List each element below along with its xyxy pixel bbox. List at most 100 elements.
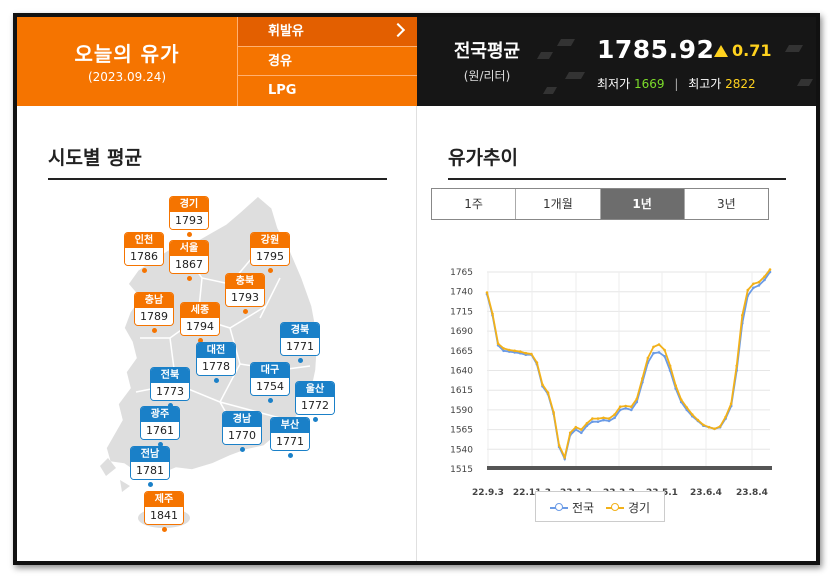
series-point (674, 384, 677, 387)
region-marker-dot (158, 442, 163, 447)
y-tick-label: 1665 (450, 347, 473, 357)
max-price-value: 2822 (725, 77, 756, 91)
region-tag[interactable]: 대구 1754 (250, 362, 290, 396)
series-point (724, 415, 727, 419)
y-tick-label: 1565 (450, 426, 473, 436)
series-point (663, 348, 666, 352)
series-line (486, 269, 771, 460)
series-point (718, 425, 722, 428)
region-tag[interactable]: 경기 1793 (169, 196, 209, 230)
region-marker-dot (148, 482, 153, 487)
fuel-tab-label: 경유 (268, 53, 292, 69)
region-marker-dot (187, 276, 192, 281)
series-point (596, 420, 600, 424)
region-tag[interactable]: 인천 1786 (124, 232, 164, 266)
series-point (546, 391, 550, 394)
series-point (557, 444, 561, 447)
series-point (491, 312, 494, 316)
fuel-tab-lpg[interactable]: LPG (238, 76, 417, 106)
region-name: 울산 (296, 382, 334, 397)
region-tag[interactable]: 세종 1794 (180, 302, 220, 336)
region-marker-dot (152, 328, 157, 333)
region-price: 1789 (135, 308, 173, 325)
fuel-tab-diesel[interactable]: 경유 (238, 47, 417, 77)
region-tag[interactable]: 제주 1841 (144, 491, 184, 525)
series-point (768, 268, 772, 271)
region-marker-dot (288, 453, 293, 458)
series-point (496, 342, 500, 346)
national-average-panel: 전국평균 (원/리터) 1785.92 0.71 최저가 1669 | 최고가 … (417, 17, 816, 106)
region-tag[interactable]: 충북 1793 (225, 273, 265, 307)
min-max-prices: 최저가 1669 | 최고가 2822 (597, 75, 756, 92)
fuel-type-menu: 휘발유 경유 LPG (237, 17, 417, 106)
region-marker-dot (142, 268, 147, 273)
region-price: 1781 (131, 462, 169, 479)
series-point (624, 407, 627, 410)
min-price-label: 최저가 (597, 77, 631, 91)
region-marker-dot (187, 232, 192, 237)
fuel-tab-gasoline[interactable]: 휘발유 (238, 17, 417, 47)
region-tag[interactable]: 서울 1867 (169, 240, 209, 274)
series-point (591, 417, 594, 420)
region-tag[interactable]: 울산 1772 (295, 381, 335, 415)
region-name: 전북 (151, 368, 189, 383)
region-price: 1867 (170, 256, 208, 273)
series-point (607, 417, 611, 420)
region-tag[interactable]: 경남 1770 (222, 411, 262, 445)
series-line (486, 271, 771, 462)
series-point (630, 405, 633, 409)
region-price: 1773 (151, 383, 189, 400)
period-tab-1week[interactable]: 1주 (432, 189, 517, 219)
price-date: (2023.09.24) (87, 70, 167, 84)
region-price: 1761 (141, 422, 179, 439)
series-point (741, 314, 744, 317)
region-price: 1841 (145, 507, 183, 524)
region-price: 1771 (271, 433, 309, 450)
region-marker-dot (214, 378, 219, 383)
series-point (752, 286, 755, 290)
y-tick-label: 1765 (450, 268, 473, 278)
series-point (630, 408, 633, 412)
series-point (568, 431, 572, 435)
region-tag[interactable]: 대전 1778 (196, 342, 236, 376)
series-point (663, 355, 666, 358)
series-point (696, 418, 700, 422)
legend-label-gyeonggi: 경기 (628, 501, 651, 515)
series-point (535, 361, 539, 364)
today-price-header: 오늘의 유가 (2023.09.24) (17, 17, 237, 106)
region-name: 광주 (141, 407, 179, 422)
region-tag[interactable]: 전북 1773 (150, 367, 190, 401)
price-trend-title: 유가추이 (448, 147, 518, 169)
series-point (613, 416, 616, 420)
series-point (602, 418, 605, 422)
period-tab-3years[interactable]: 3년 (684, 189, 768, 219)
region-price: 1754 (251, 378, 289, 395)
series-point (618, 405, 622, 409)
region-tag[interactable]: 충남 1789 (134, 292, 174, 326)
region-price: 1770 (223, 427, 261, 444)
x-tick-label: 22.9.3 (472, 488, 504, 498)
region-tag[interactable]: 부산 1771 (270, 417, 310, 451)
period-tab-1year[interactable]: 1년 (600, 189, 685, 219)
section-underline (448, 178, 786, 180)
region-tag[interactable]: 광주 1761 (140, 406, 180, 440)
series-point (652, 345, 655, 349)
max-price-label: 최고가 (688, 77, 722, 91)
x-tick-label: 22.11.3 (513, 488, 551, 498)
region-tag[interactable]: 강원 1795 (250, 232, 290, 266)
period-tab-1month[interactable]: 1개월 (516, 189, 601, 219)
series-point (618, 408, 622, 412)
region-name: 대전 (197, 343, 235, 358)
y-tick-label: 1715 (450, 307, 473, 317)
region-name: 전남 (131, 447, 169, 462)
region-marker-dot (268, 268, 273, 273)
region-price: 1795 (251, 248, 289, 265)
series-point (513, 349, 516, 353)
region-tag[interactable]: 전남 1781 (130, 446, 170, 480)
region-name: 서울 (170, 241, 208, 256)
region-tag[interactable]: 경북 1771 (280, 322, 320, 356)
series-point (657, 351, 661, 354)
series-point (502, 347, 505, 350)
y-tick-label: 1515 (450, 465, 473, 475)
national-average-title: 전국평균 (453, 41, 521, 62)
